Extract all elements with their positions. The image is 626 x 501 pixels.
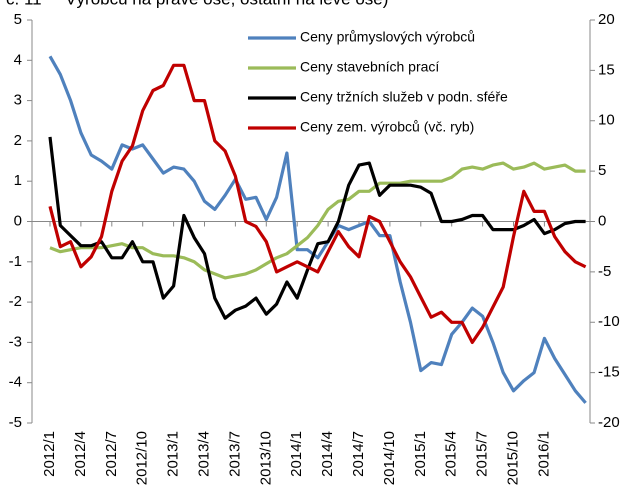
- legend-label: Ceny průmyslových výrobců: [300, 29, 475, 45]
- legend-bg: [244, 27, 534, 49]
- y2-tick-label: 20: [598, 11, 615, 28]
- chart-title: č. 11 Výrobců na pravé ose, ostatní na l…: [6, 0, 388, 8]
- x-tick-label: 2016/1: [535, 431, 552, 477]
- legend-label: Ceny stavebních prací: [300, 59, 439, 75]
- x-tick-label: 2015/4: [443, 431, 460, 477]
- y-tick-label: -1: [9, 253, 22, 270]
- y-tick-label: -5: [9, 414, 22, 431]
- y-tick-label: 1: [14, 172, 22, 189]
- legend-bg: [244, 57, 534, 79]
- series-line: [48, 63, 587, 344]
- x-tick-label: 2013/1: [165, 431, 182, 477]
- series-line: [49, 161, 586, 280]
- x-tick-label: 2013/10: [257, 431, 274, 485]
- y2-tick-label: 15: [598, 61, 615, 78]
- x-tick-label: 2015/7: [474, 431, 491, 477]
- x-tick-label: 2012/10: [134, 431, 151, 485]
- legend-bg: [244, 117, 534, 139]
- x-tick-label: 2014/4: [319, 431, 336, 477]
- x-tick-label: 2013/7: [226, 431, 243, 477]
- y2-tick-label: 5: [598, 162, 606, 179]
- y-tick-label: -2: [9, 293, 22, 310]
- y-tick-label: 5: [14, 11, 22, 28]
- x-tick-label: 2015/1: [412, 431, 429, 477]
- y-tick-label: 4: [14, 51, 22, 68]
- y2-tick-label: -5: [598, 263, 611, 280]
- x-tick-label: 2012/7: [103, 431, 120, 477]
- y2-tick-label: -15: [598, 364, 620, 381]
- y-tick-label: 3: [14, 92, 22, 109]
- y-tick-label: -3: [9, 333, 22, 350]
- x-tick-label: 2014/7: [350, 431, 367, 477]
- legend-bg: [244, 87, 534, 109]
- y-tick-label: 0: [14, 212, 22, 229]
- y-tick-label: 2: [14, 132, 22, 149]
- x-tick-label: 2014/1: [288, 431, 305, 477]
- y2-tick-label: -10: [598, 313, 620, 330]
- x-tick-label: 2012/4: [72, 431, 89, 477]
- series-line: [48, 55, 587, 404]
- y2-tick-label: -20: [598, 414, 620, 431]
- legend-label: Ceny tržních služeb v podn. sféře: [300, 89, 508, 105]
- y2-tick-label: 10: [598, 112, 615, 129]
- y-tick-label: -4: [9, 374, 22, 391]
- y2-tick-label: 0: [598, 212, 606, 229]
- x-tick-label: 2012/1: [41, 431, 58, 477]
- x-tick-label: 2014/10: [381, 431, 398, 485]
- x-tick-label: 2013/4: [195, 431, 212, 477]
- x-tick-label: 2015/10: [504, 431, 521, 485]
- legend-label: Ceny zem. výrobců (vč. ryb): [300, 119, 474, 135]
- series-line: [48, 136, 586, 320]
